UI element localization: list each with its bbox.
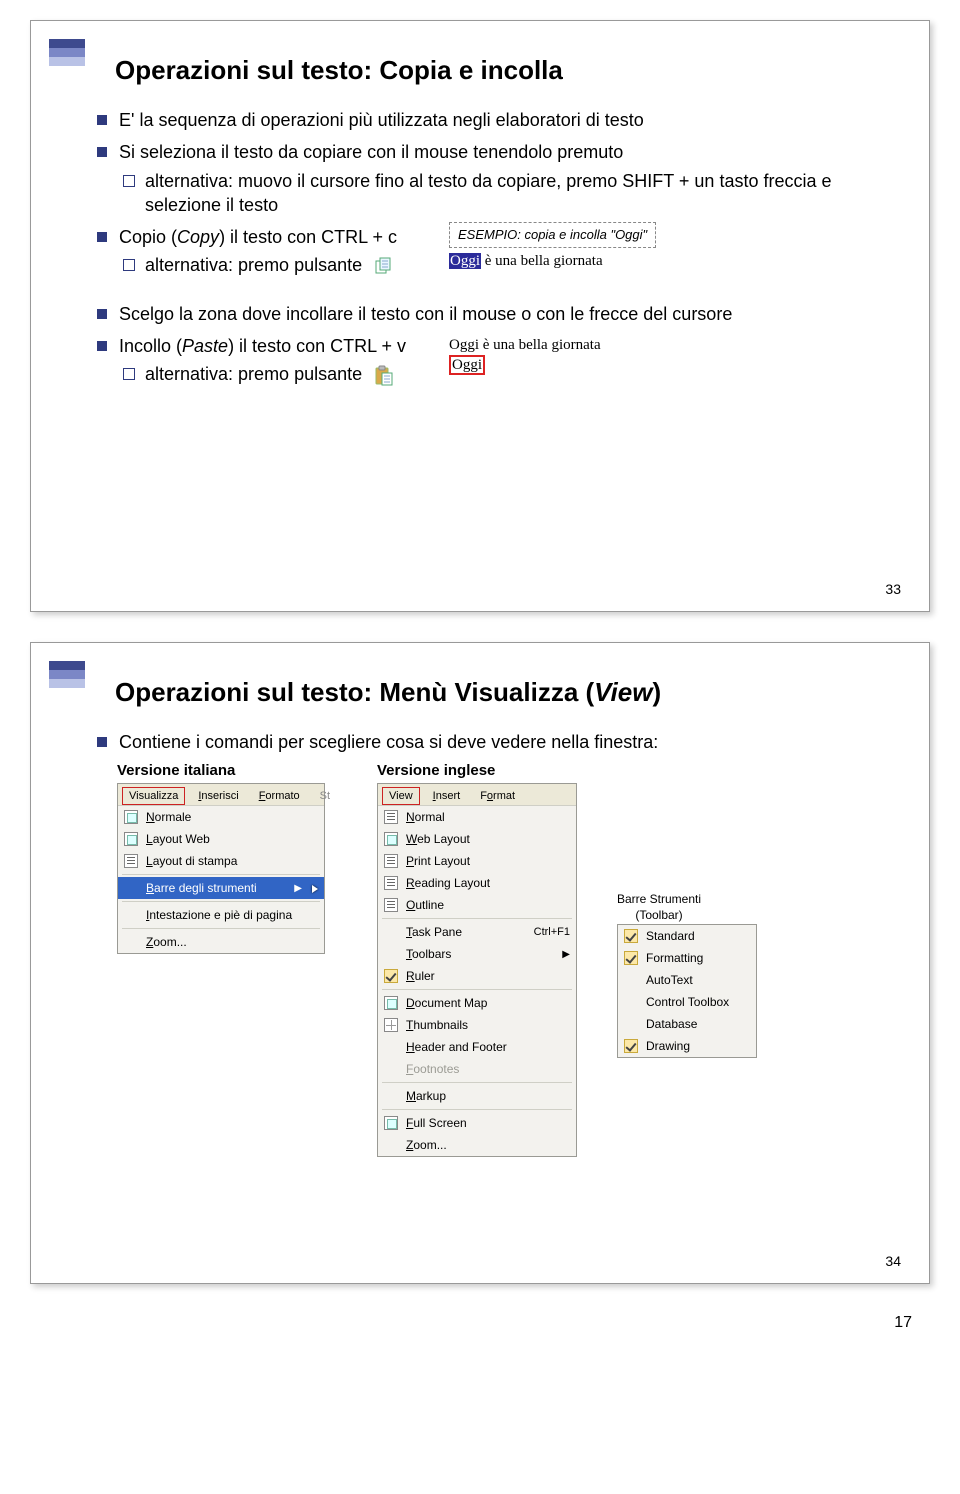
menu-item[interactable]: Layout Web bbox=[118, 828, 324, 850]
text: ) il testo con CTRL + c bbox=[219, 227, 397, 247]
slide1-list-2: Scelgo la zona dove incollare il testo c… bbox=[97, 302, 889, 387]
text-italic: Copy bbox=[177, 227, 219, 247]
text-italic: Paste bbox=[182, 336, 228, 356]
menu-item[interactable]: Barre degli strumenti▶ bbox=[118, 877, 324, 899]
toolbars-submenu-wrap: Barre Strumenti (Toolbar) StandardFormat… bbox=[617, 892, 701, 924]
menu-item[interactable]: Print Layout bbox=[378, 850, 576, 872]
tab-insert[interactable]: Insert bbox=[426, 787, 468, 805]
accent-decor bbox=[49, 39, 85, 65]
menu-body: NormaleLayout WebLayout di stampa Barre d… bbox=[118, 806, 324, 953]
menu-item[interactable]: Normal bbox=[378, 806, 576, 828]
bullet: Contiene i comandi per scegliere cosa si… bbox=[97, 730, 889, 754]
menu-body: NormalWeb LayoutPrint LayoutReading Layo… bbox=[378, 806, 576, 1156]
copy-icon bbox=[373, 256, 395, 278]
menu-item[interactable]: Normale bbox=[118, 806, 324, 828]
submenu-item[interactable]: AutoText bbox=[618, 969, 756, 991]
menu-item[interactable]: Zoom... bbox=[378, 1134, 576, 1156]
menu-tabs: View Insert Format bbox=[378, 784, 576, 806]
text: alternativa: premo pulsante bbox=[145, 364, 362, 384]
paste-icon bbox=[373, 365, 395, 387]
menu-item[interactable]: Layout di stampa bbox=[118, 850, 324, 872]
menu-item[interactable]: Thumbnails bbox=[378, 1014, 576, 1036]
slide2-pagenum: 34 bbox=[885, 1253, 901, 1269]
sub-bullet: alternativa: muovo il cursore fino al te… bbox=[123, 169, 889, 218]
example-snippet-1: Oggi è una bella giornata bbox=[449, 251, 603, 271]
example-snippet-2: Oggi è una bella giornata Oggi bbox=[449, 336, 601, 375]
slide2-list: Contiene i comandi per scegliere cosa si… bbox=[97, 730, 889, 754]
menu-item[interactable]: Outline bbox=[378, 894, 576, 916]
slide1-list: E' la sequenza di operazioni più utilizz… bbox=[97, 108, 889, 278]
menu-item[interactable]: Full Screen bbox=[378, 1112, 576, 1134]
text: Si seleziona il testo da copiare con il … bbox=[119, 142, 623, 162]
tab-formato[interactable]: Formato bbox=[252, 787, 307, 805]
menu-item[interactable]: Zoom... bbox=[118, 931, 324, 953]
tab-view[interactable]: View bbox=[382, 787, 420, 805]
submenu-item[interactable]: Drawing bbox=[618, 1035, 756, 1057]
menu-item[interactable]: Toolbars▶ bbox=[378, 943, 576, 965]
text: ) il testo con CTRL + v bbox=[228, 336, 406, 356]
col-english: Versione inglese View Insert Format Norm… bbox=[377, 762, 597, 1157]
submenu-item[interactable]: Database bbox=[618, 1013, 756, 1035]
menu-item[interactable]: Task PaneCtrl+F1 bbox=[378, 921, 576, 943]
menu-item[interactable]: Intestazione e piè di pagina bbox=[118, 904, 324, 926]
text: Copio ( bbox=[119, 227, 177, 247]
bullet: Scelgo la zona dove incollare il testo c… bbox=[97, 302, 889, 326]
menu-item[interactable]: Reading Layout bbox=[378, 872, 576, 894]
menu-tabs: Visualizza Inserisci Formato St bbox=[118, 784, 324, 806]
col-label: Versione inglese bbox=[377, 762, 597, 779]
submenu-item[interactable]: Formatting bbox=[618, 947, 756, 969]
example-label: ESEMPIO: copia e incolla "Oggi" bbox=[449, 222, 656, 248]
slide-1: Operazioni sul testo: Copia e incolla E'… bbox=[30, 20, 930, 612]
col-label: Versione italiana bbox=[117, 762, 347, 779]
bullet: Incollo (Paste) il testo con CTRL + v al… bbox=[97, 334, 889, 387]
submenu-caption: Barre Strumenti bbox=[617, 892, 701, 906]
slide1-pagenum: 33 bbox=[885, 581, 901, 597]
menu-item[interactable]: Ruler bbox=[378, 965, 576, 987]
text: Incollo ( bbox=[119, 336, 182, 356]
submenu-caption2: (Toolbar) bbox=[617, 908, 701, 922]
menu-item[interactable]: Header and Footer bbox=[378, 1036, 576, 1058]
text: alternativa: premo pulsante bbox=[145, 255, 362, 275]
submenu-item[interactable]: Standard bbox=[618, 925, 756, 947]
tab-st: St bbox=[313, 787, 337, 805]
submenu-item[interactable]: Control Toolbox bbox=[618, 991, 756, 1013]
slide2-title: Operazioni sul testo: Menù Visualizza (V… bbox=[115, 677, 889, 708]
menu-item[interactable]: Web Layout bbox=[378, 828, 576, 850]
menu-italian: Visualizza Inserisci Formato St NormaleL… bbox=[117, 783, 325, 954]
col-italian: Versione italiana Visualizza Inserisci F… bbox=[117, 762, 347, 954]
menu-item: Footnotes bbox=[378, 1058, 576, 1080]
tab-format[interactable]: Format bbox=[473, 787, 522, 805]
bullet: Si seleziona il testo da copiare con il … bbox=[97, 140, 889, 217]
menu-english: View Insert Format NormalWeb LayoutPrint… bbox=[377, 783, 577, 1157]
tab-inserisci[interactable]: Inserisci bbox=[191, 787, 245, 805]
slide-2: Operazioni sul testo: Menù Visualizza (V… bbox=[30, 642, 930, 1284]
menu-item[interactable]: Markup bbox=[378, 1085, 576, 1107]
footer-pagenum: 17 bbox=[0, 1314, 912, 1332]
bullet: E' la sequenza di operazioni più utilizz… bbox=[97, 108, 889, 132]
columns: Versione italiana Visualizza Inserisci F… bbox=[117, 762, 889, 1202]
tab-visualizza[interactable]: Visualizza bbox=[122, 787, 185, 805]
menu-item[interactable]: Document Map bbox=[378, 992, 576, 1014]
bullet: Copio (Copy) il testo con CTRL + c alter… bbox=[97, 225, 889, 278]
slide1-title: Operazioni sul testo: Copia e incolla bbox=[115, 55, 889, 86]
toolbars-submenu: StandardFormattingAutoTextControl Toolbo… bbox=[617, 924, 757, 1058]
accent-decor bbox=[49, 661, 85, 687]
